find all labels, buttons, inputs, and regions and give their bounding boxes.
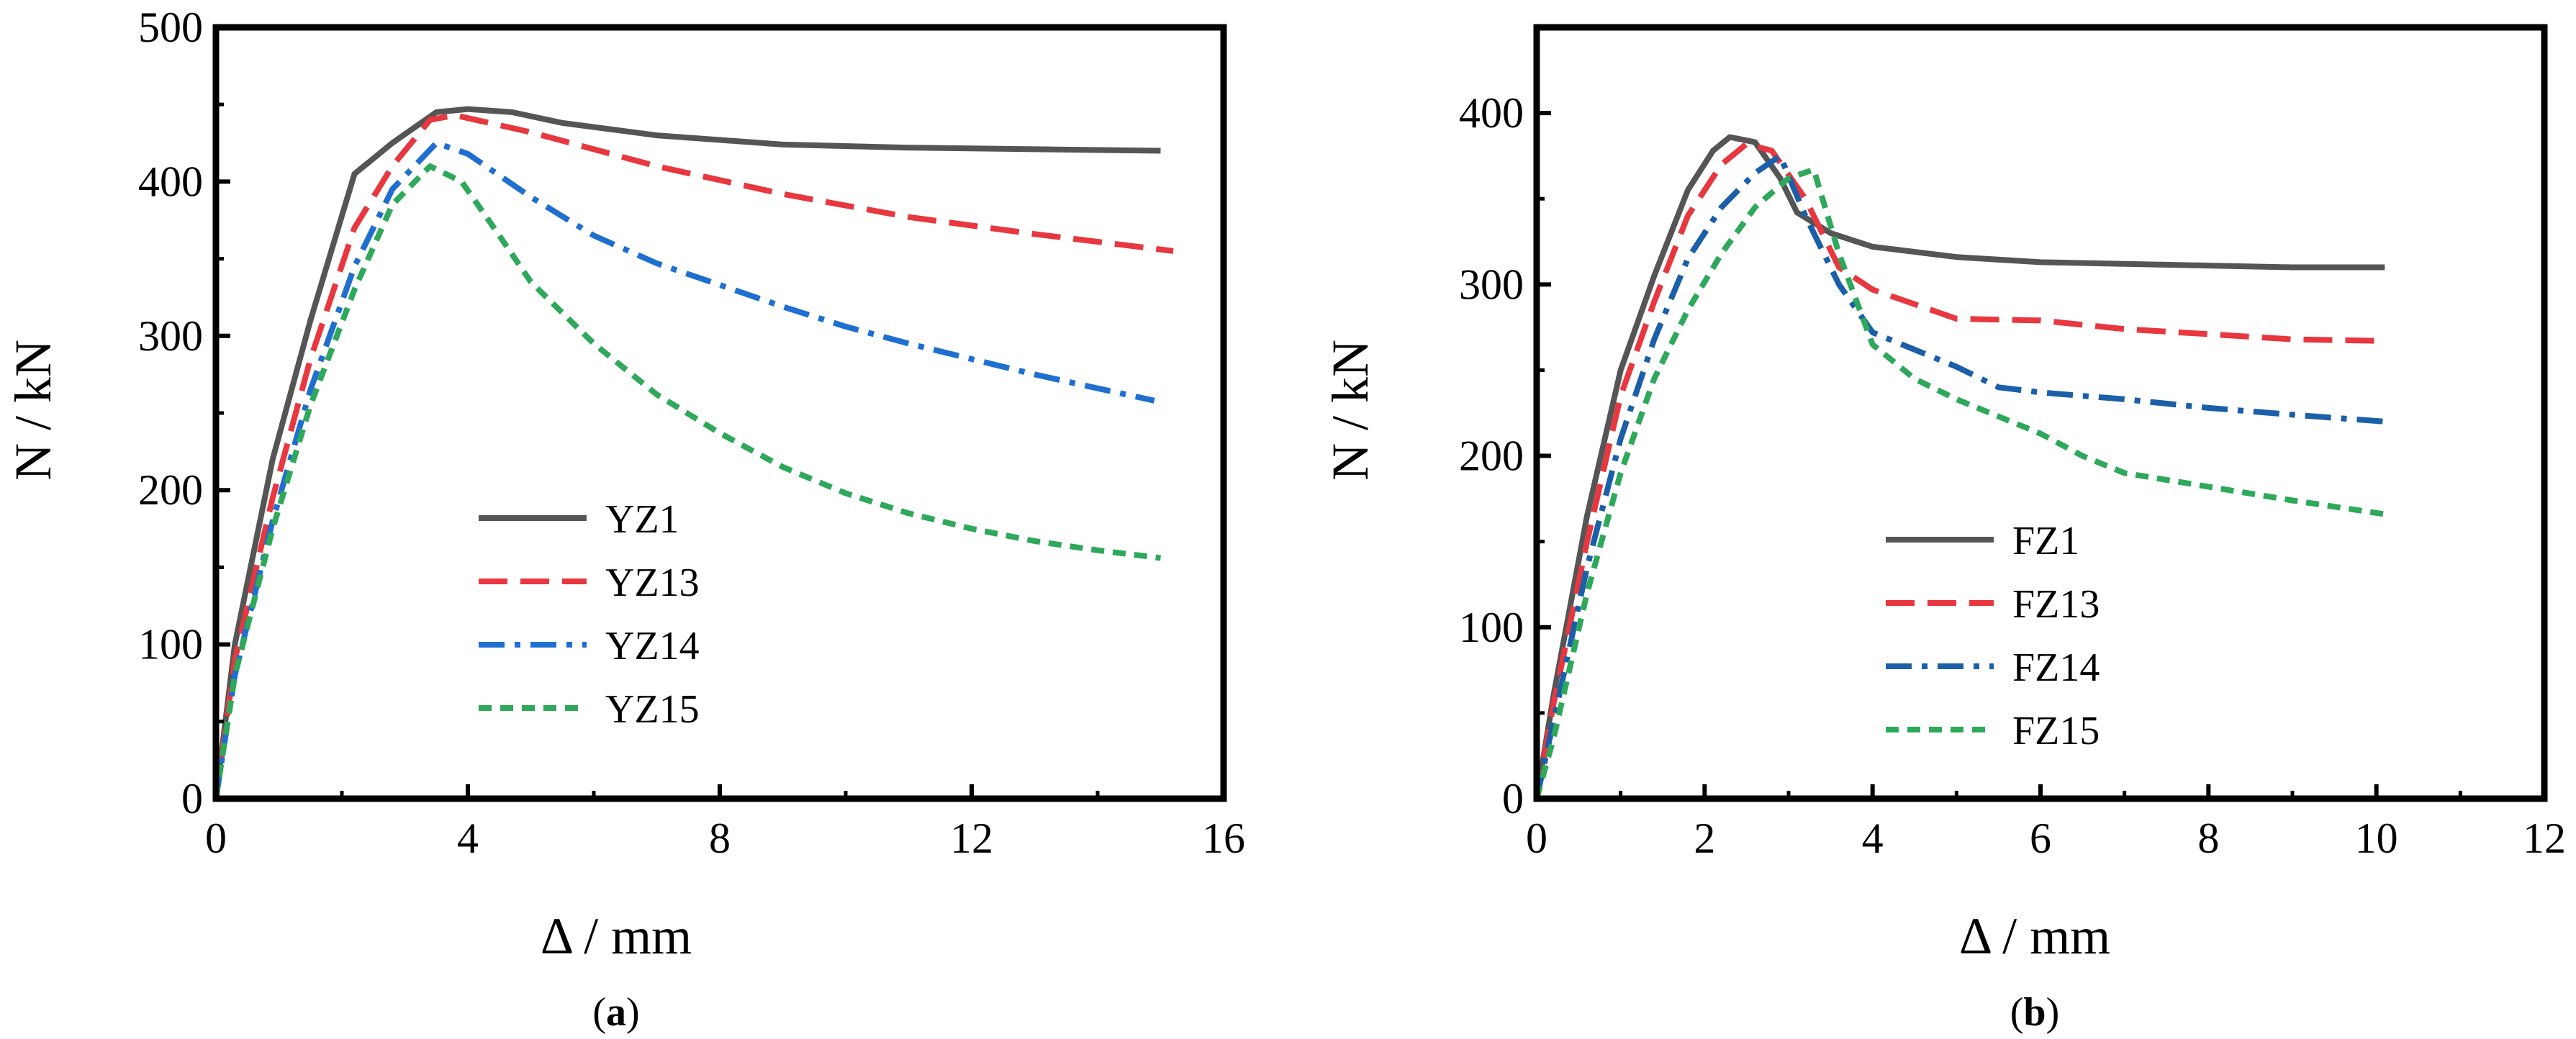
panel-b-ytick-label: 0: [1502, 775, 1524, 822]
panel-a: 0 4 8 12 16 0 100 200 300 400 500 YZ1 YZ13 YZ14 YZ15 Δ…: [4, 4, 1245, 1035]
panel-b-xtick-label: 2: [1694, 815, 1715, 862]
panel-a-series-YZ1: [216, 106, 1161, 799]
panel-b-plot: 0 2 4 6 8 10 12 0 100 200 300 400 FZ1 FZ13 FZ14 FZ15: [1459, 24, 2566, 862]
panel-a-series-YZ13: [216, 112, 1174, 799]
panel-a-ytick-label: 400: [138, 158, 203, 205]
panel-b-ylabel: N / kN: [1321, 340, 1379, 481]
panel-b-ytick-label: 100: [1459, 604, 1524, 651]
panel-a-legend-label-YZ14: YZ14: [605, 624, 700, 668]
panel-a-xtick-label: 16: [1202, 815, 1245, 862]
panel-a-xtick-label: 8: [709, 815, 731, 862]
panel-b-legend-label-FZ13: FZ13: [2012, 582, 2100, 627]
panel-a-ytick-label: 300: [138, 312, 203, 360]
panel-a-ytick-label: 500: [138, 4, 203, 51]
panel-a-frame: [212, 24, 1227, 802]
panel-b-series-FZ1: [1537, 134, 2385, 799]
panel-b-series-FZ13: [1537, 141, 2385, 799]
panel-b-xtick-label: 4: [1862, 815, 1884, 862]
panel-b-legend-label-FZ15: FZ15: [2012, 709, 2100, 753]
panel-a-xtick-label: 4: [457, 815, 479, 862]
panel-b-legend-label-FZ14: FZ14: [2012, 645, 2100, 690]
panel-a-plot: 0 4 8 12 16 0 100 200 300 400 500 YZ1 YZ13 YZ14 YZ15: [138, 4, 1245, 862]
panel-a-legend-label-YZ1: YZ1: [605, 497, 679, 542]
panel-a-xtick-label: 0: [205, 815, 227, 862]
panel-b-subfigure-label: (b): [2010, 990, 2059, 1035]
panel-a-ytick-label: 0: [181, 775, 203, 822]
panel-a-legend-label-YZ15: YZ15: [605, 687, 700, 732]
panel-b-xtick-label: 6: [2030, 815, 2051, 862]
panel-a-legend-label-YZ13: YZ13: [605, 561, 700, 605]
panel-b-ytick-label: 400: [1459, 89, 1524, 137]
panel-b-legend-label-FZ1: FZ1: [2012, 519, 2079, 563]
panel-b-xlabel: Δ / mm: [1959, 907, 2110, 965]
panel-b-xtick-label: 10: [2355, 815, 2398, 862]
panel-b-xtick-label: 12: [2523, 815, 2566, 862]
panel-a-series-YZ14: [216, 140, 1155, 799]
panel-a-ytick-label: 100: [138, 621, 203, 668]
panel-b-xtick-label: 8: [2197, 815, 2219, 862]
panel-b-ytick-label: 200: [1459, 432, 1524, 480]
panel-b-series-FZ14: [1537, 153, 2385, 799]
panel-b-xtick-label: 0: [1526, 815, 1547, 862]
panel-a-subfigure-label: (a): [592, 990, 639, 1035]
panel-b-ytick-label: 300: [1459, 260, 1524, 308]
panel-b: 0 2 4 6 8 10 12 0 100 200 300 400 FZ1 FZ13 FZ14 FZ15 Δ …: [1321, 24, 2566, 1035]
panel-a-xtick-label: 12: [950, 815, 993, 862]
panel-a-ylabel: N / kN: [4, 340, 62, 481]
panel-b-series-FZ15: [1537, 166, 2385, 799]
panel-a-ytick-label: 200: [138, 466, 203, 514]
panel-a-xlabel: Δ / mm: [541, 907, 692, 965]
